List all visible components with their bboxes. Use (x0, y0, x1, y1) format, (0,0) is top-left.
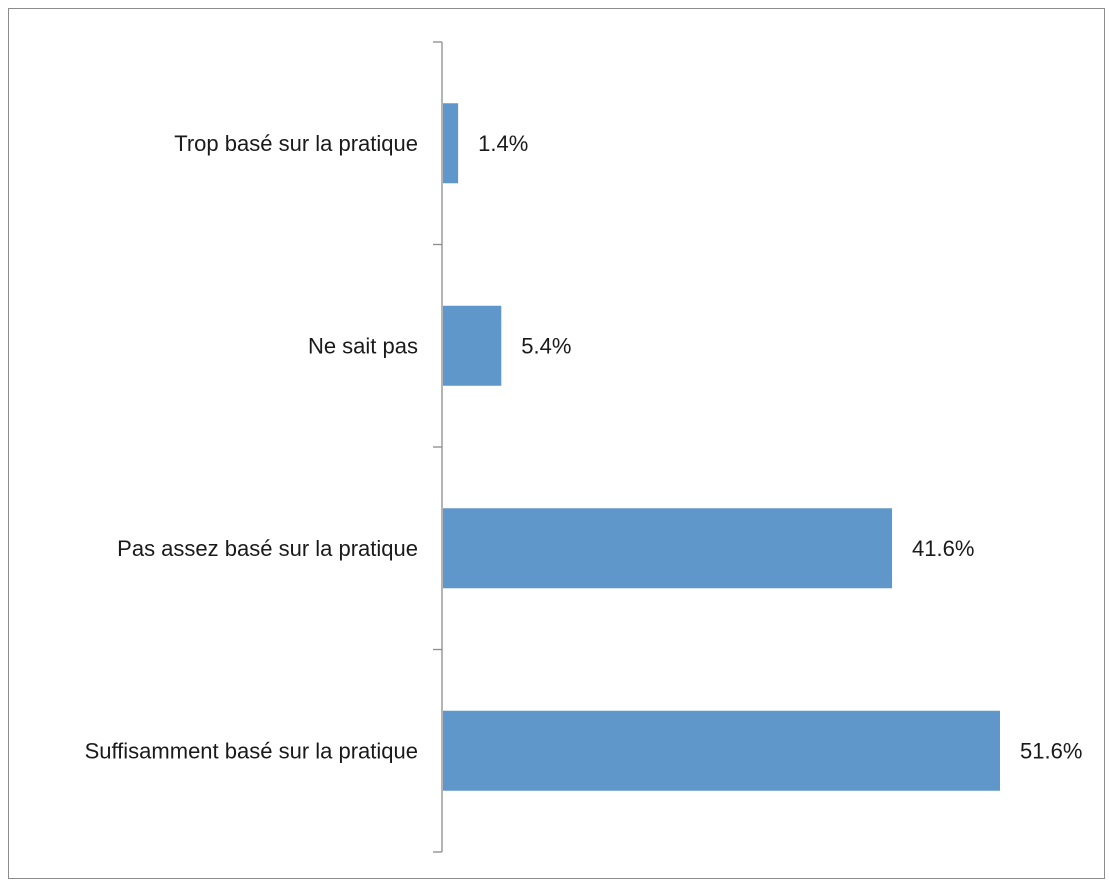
data-label: 41.6% (912, 536, 974, 561)
value-labels: 1.4% 5.4% 41.6% 51.6% (478, 131, 1082, 764)
bar-series (443, 103, 1000, 791)
data-label: 5.4% (521, 333, 571, 358)
category-label: Ne sait pas (308, 333, 418, 358)
category-label: Trop basé sur la pratique (174, 131, 418, 156)
category-label: Suffisamment basé sur la pratique (85, 738, 418, 763)
bar-2 (443, 305, 502, 386)
bar-3 (443, 508, 893, 589)
category-label: Pas assez basé sur la pratique (117, 536, 418, 561)
data-label: 51.6% (1020, 738, 1082, 763)
category-labels: Trop basé sur la pratique Ne sait pas Pas … (85, 131, 418, 764)
category-axis (433, 41, 443, 853)
bar-4 (443, 710, 1000, 791)
data-label: 1.4% (478, 131, 528, 156)
bar-1 (443, 103, 459, 184)
